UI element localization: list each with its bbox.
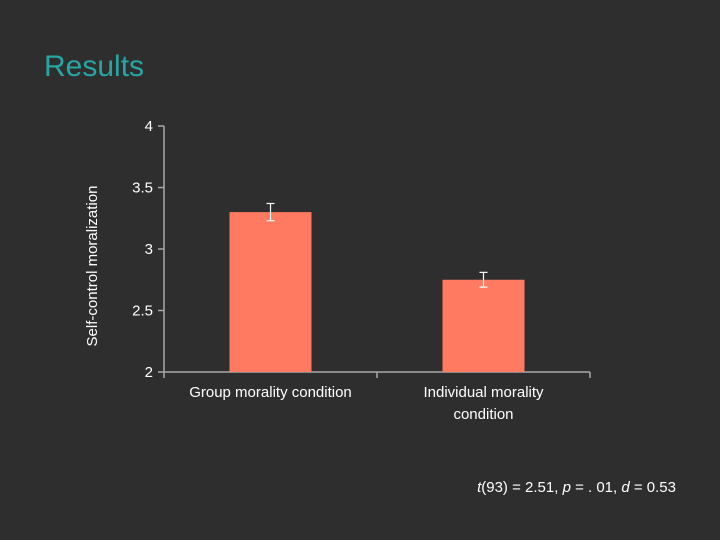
- x-tick-label: Individual morality: [423, 384, 544, 401]
- y-tick-label: 2: [145, 364, 153, 381]
- y-tick-label: 3.5: [132, 180, 153, 197]
- bar: [442, 279, 525, 372]
- t-symbol: t: [477, 479, 482, 496]
- p-value: = . 01,: [570, 479, 622, 496]
- t-value: (93) = 2.51,: [481, 479, 563, 496]
- bar: [229, 212, 312, 372]
- x-tick-label: Group morality condition: [189, 384, 352, 401]
- y-tick-label: 4: [145, 118, 153, 135]
- slide-title: Results: [44, 50, 145, 83]
- y-axis-label: Self-control moralization: [84, 186, 101, 347]
- p-symbol: p: [562, 479, 571, 496]
- y-tick-label: 3: [145, 241, 153, 258]
- statistics-summary: t(93) = 2.51, p = . 01, d = 0.53: [477, 479, 676, 496]
- x-tick-label: condition: [453, 406, 513, 423]
- y-tick-label: 2.5: [132, 303, 153, 320]
- d-symbol: d: [621, 479, 630, 496]
- d-value: = 0.53: [629, 479, 676, 496]
